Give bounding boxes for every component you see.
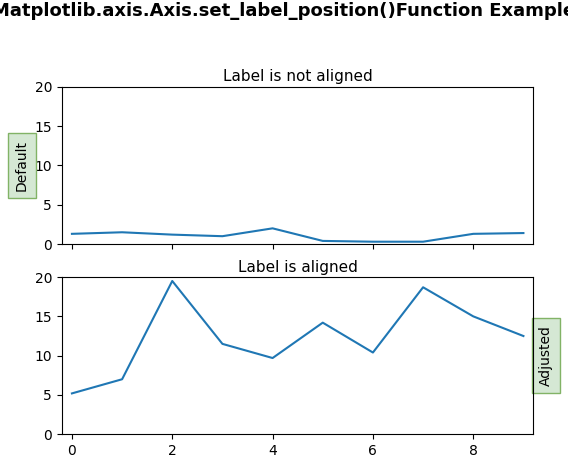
Y-axis label: Adjusted: Adjusted	[539, 325, 553, 386]
Y-axis label: Default: Default	[15, 140, 29, 191]
Text: Matplotlib.axis.Axis.set_label_position()Function Example: Matplotlib.axis.Axis.set_label_position(…	[0, 2, 568, 20]
Title: Label is aligned: Label is aligned	[238, 260, 358, 274]
Title: Label is not aligned: Label is not aligned	[223, 69, 373, 84]
